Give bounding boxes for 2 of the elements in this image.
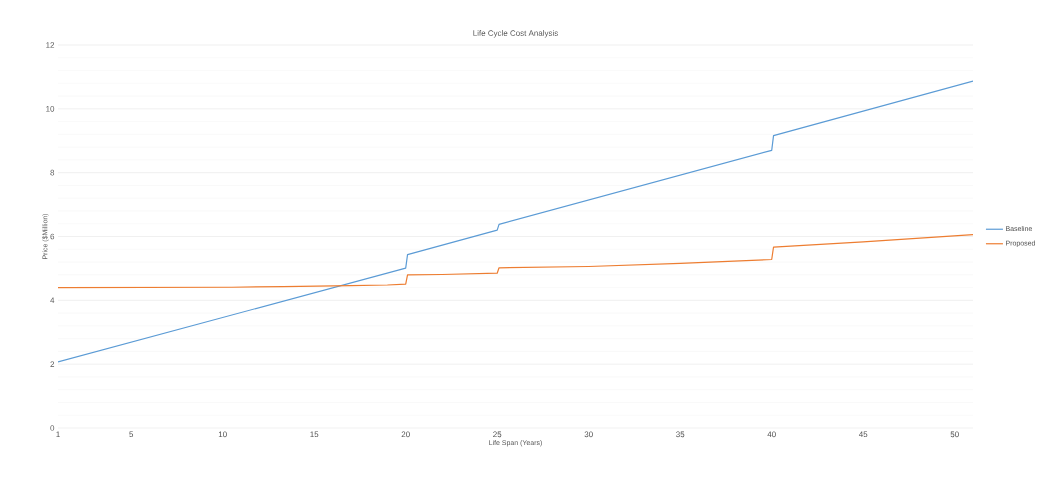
line-series — [58, 80, 974, 363]
line-series — [58, 233, 974, 289]
